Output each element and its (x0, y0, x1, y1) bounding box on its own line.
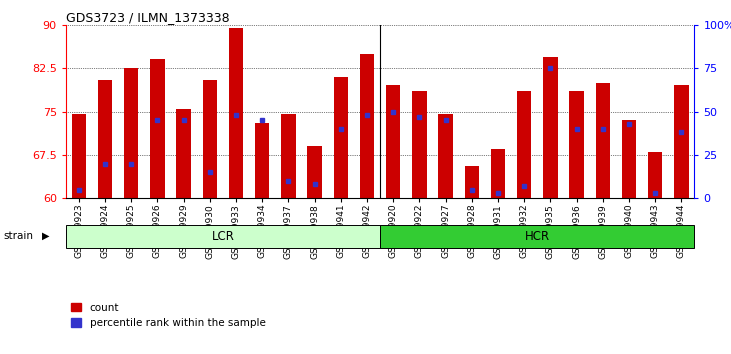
Text: HCR: HCR (525, 230, 550, 243)
Bar (202, 80, 217, 198)
Legend: count, percentile rank within the sample: count, percentile rank within the sample (71, 303, 265, 328)
Bar (380, 225, 694, 248)
Bar (648, 152, 662, 198)
Bar (229, 28, 243, 198)
Bar (569, 91, 584, 198)
Bar (465, 166, 479, 198)
Bar (72, 114, 86, 198)
Bar (412, 91, 427, 198)
Bar (491, 149, 505, 198)
Bar (543, 57, 558, 198)
Bar (255, 123, 270, 198)
Bar (674, 86, 689, 198)
Text: GDS3723 / ILMN_1373338: GDS3723 / ILMN_1373338 (66, 11, 230, 24)
Bar (124, 68, 138, 198)
Text: LCR: LCR (211, 230, 235, 243)
Bar (622, 120, 636, 198)
Bar (596, 82, 610, 198)
Bar (308, 146, 322, 198)
Bar (333, 77, 348, 198)
Text: strain: strain (4, 231, 34, 241)
Bar (386, 86, 401, 198)
Bar (66, 225, 380, 248)
Bar (176, 109, 191, 198)
Text: ▶: ▶ (42, 231, 49, 241)
Bar (439, 114, 452, 198)
Bar (517, 91, 531, 198)
Bar (98, 80, 113, 198)
Bar (281, 114, 295, 198)
Bar (360, 54, 374, 198)
Bar (151, 59, 164, 198)
